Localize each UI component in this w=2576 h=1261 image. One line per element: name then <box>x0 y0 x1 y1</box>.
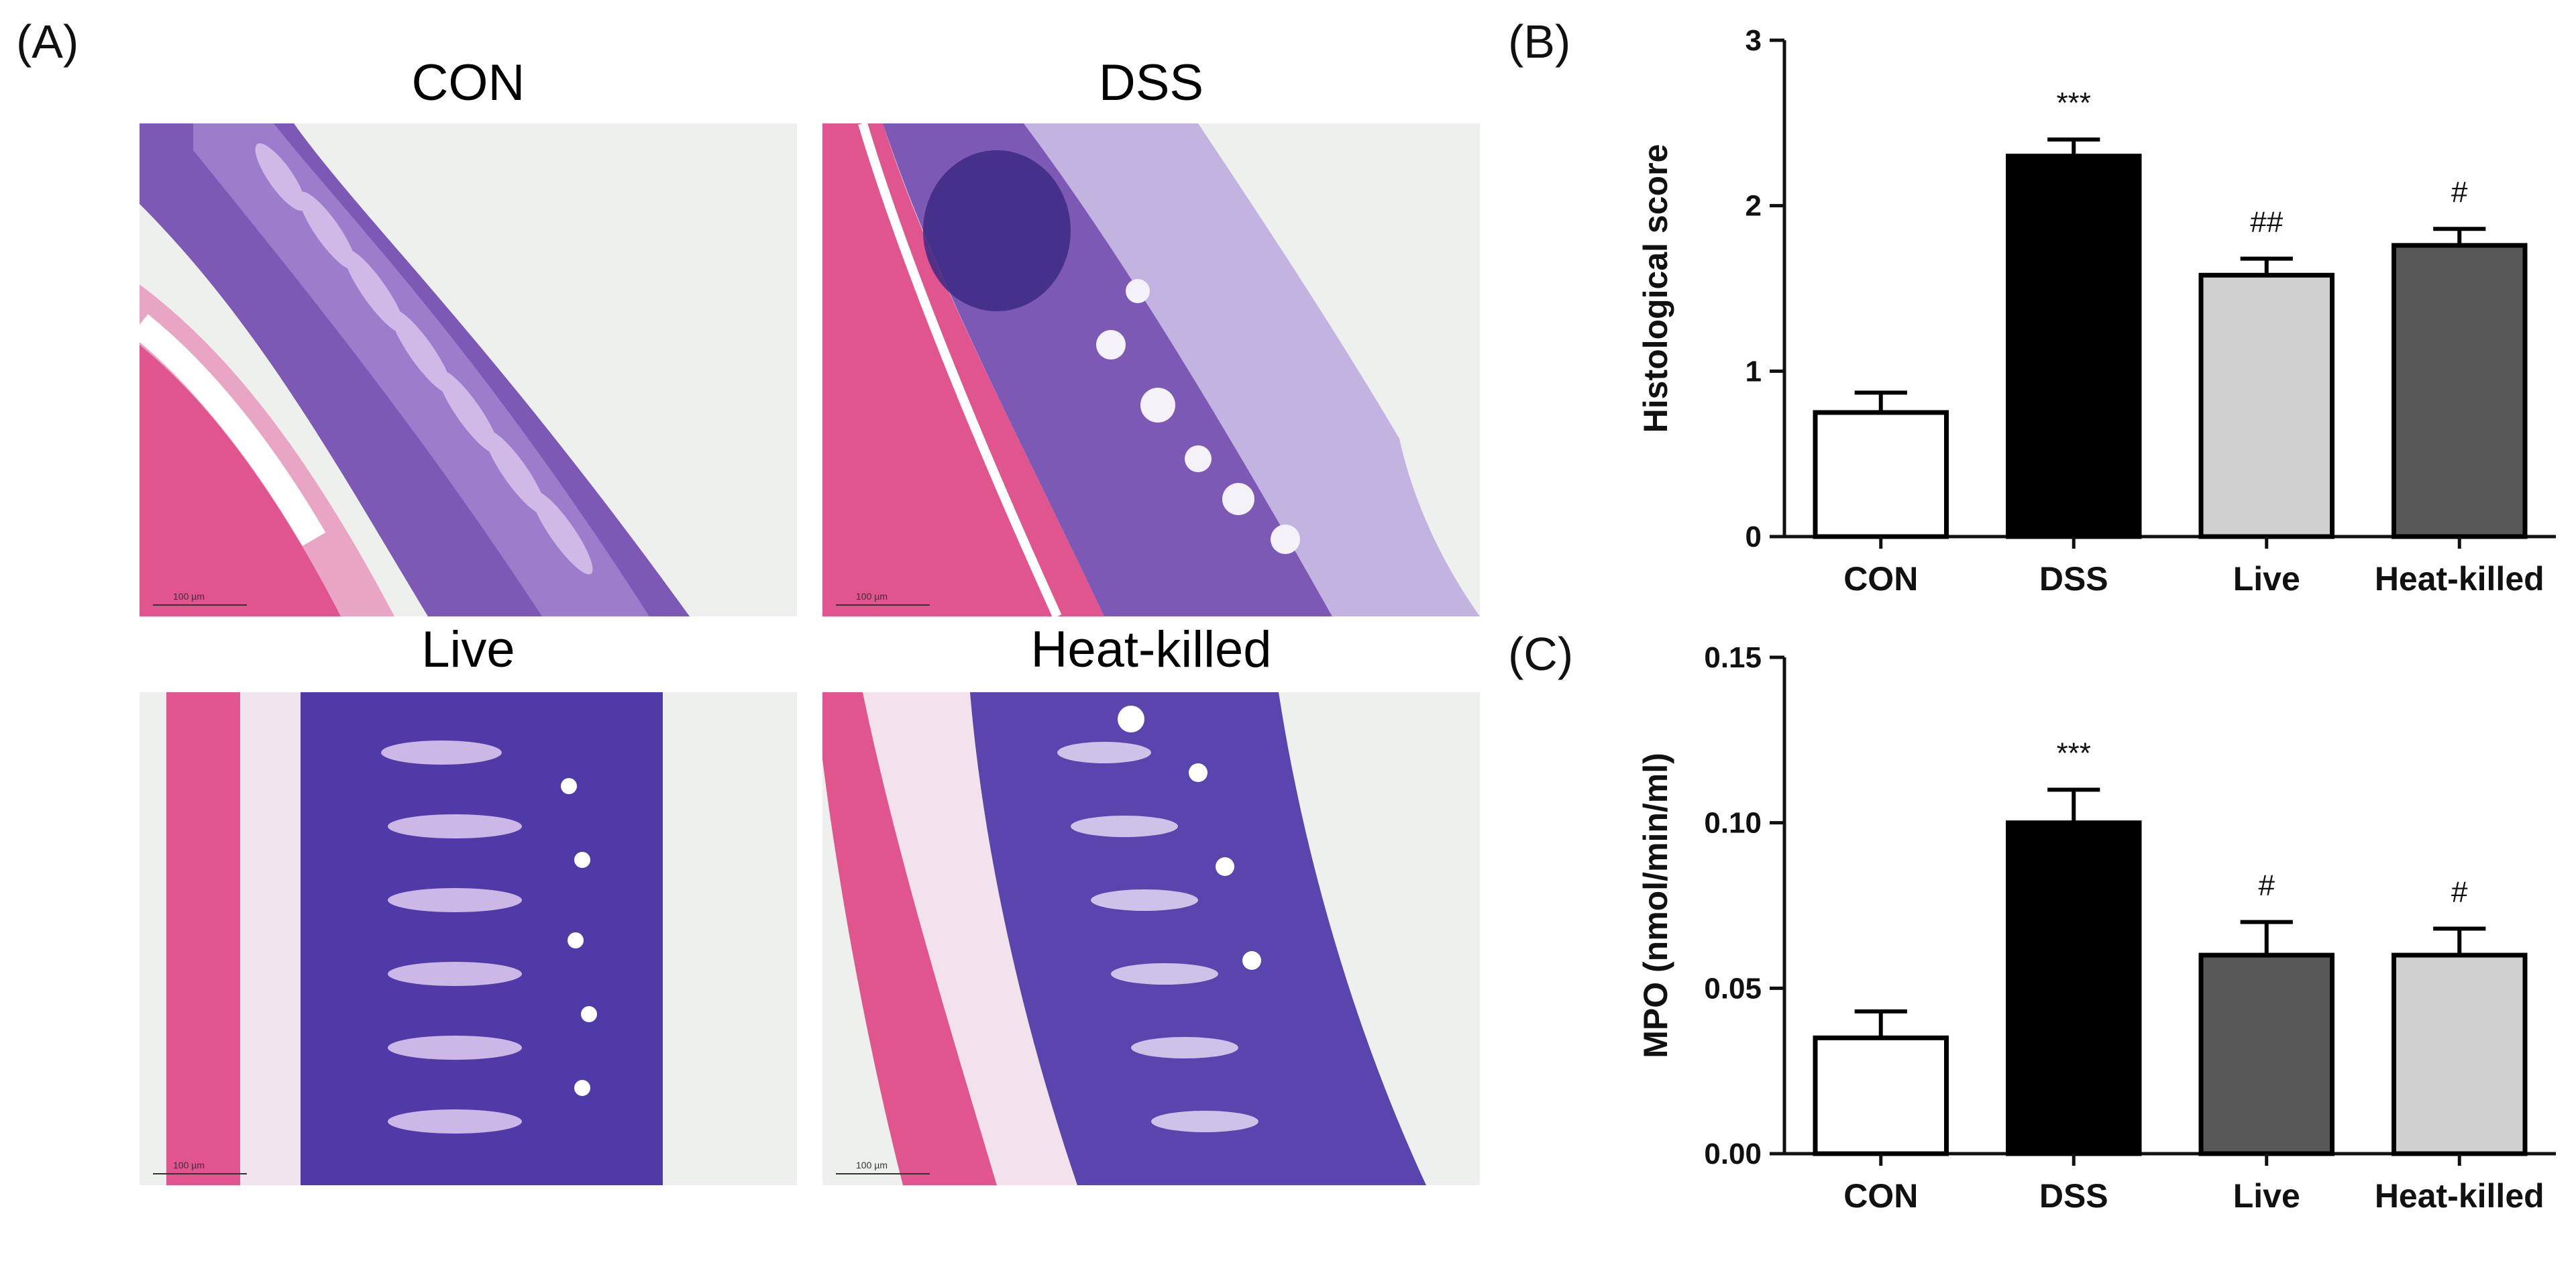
mpo-activity-chart: 0.00 0.05 0.10 0.15 MPO (nmol/min/ml) CON *** D… <box>1597 637 2563 1241</box>
panel-b-label: (B) <box>1508 15 1571 68</box>
mpo-category-label: DSS <box>2039 1177 2108 1215</box>
mpo-y-tick-label: 0.10 <box>1704 807 1762 840</box>
histological-score-y-tick-label: 0 <box>1746 520 1762 553</box>
image-title-live: Live <box>421 621 515 678</box>
scalebar-label: 100 µm <box>856 591 888 602</box>
mpo-activity-chart-svg: 0.00 0.05 0.10 0.15 MPO (nmol/min/ml) CON *** D… <box>1637 641 2556 1215</box>
histological-score-y-axis-title: Histological score <box>1637 144 1674 433</box>
scalebar-label: 100 µm <box>173 1160 205 1170</box>
mpo-y-axis-title: MPO (nmol/min/ml) <box>1637 753 1674 1058</box>
mpo-bar <box>2006 820 2142 1156</box>
histological-score-bar <box>2392 243 2528 539</box>
histology-image-heat-killed: 100 µm <box>822 692 1480 1185</box>
mpo-y-tick-label: 0.00 <box>1704 1138 1762 1170</box>
histological-score-y-tick-label: 1 <box>1746 355 1762 388</box>
image-title-con: CON <box>411 54 525 111</box>
histological-score-category-label: Live <box>2233 560 2300 598</box>
mpo-bar <box>1813 1035 1949 1156</box>
histological-score-significance-label: # <box>2451 176 2468 209</box>
histological-score-significance-label: *** <box>2057 87 2091 119</box>
histology-image-dss: 100 µm <box>822 123 1480 616</box>
panel-c-label: (C) <box>1508 628 1574 680</box>
scalebar-label: 100 µm <box>173 591 205 602</box>
mpo-y-tick-label: 0.15 <box>1704 641 1762 674</box>
image-title-dss: DSS <box>1098 54 1204 111</box>
histological-score-y-tick-label: 2 <box>1746 190 1762 223</box>
scalebar-label: 100 µm <box>856 1160 888 1170</box>
histology-image-con: 100 µm <box>140 123 797 616</box>
mpo-bar <box>2198 952 2334 1156</box>
histology-image-live: 100 µm <box>140 692 797 1185</box>
mpo-y-tick-label: 0.05 <box>1704 972 1762 1005</box>
histological-score-category-label: Heat-killed <box>2375 560 2544 598</box>
mpo-category-label: Heat-killed <box>2375 1177 2544 1215</box>
mpo-significance-label: # <box>2259 869 2275 902</box>
histological-score-category-label: CON <box>1843 560 1918 598</box>
mpo-bar <box>2392 952 2528 1156</box>
mpo-category-label: Live <box>2233 1177 2300 1215</box>
histological-score-category-label: DSS <box>2039 560 2108 598</box>
image-title-heat-killed: Heat-killed <box>1030 621 1272 678</box>
mpo-significance-label: *** <box>2057 736 2091 769</box>
histological-score-bar <box>1813 410 1949 539</box>
mpo-category-label: CON <box>1843 1177 1918 1215</box>
histological-score-chart: 0 1 2 3 Histological score CON *** DSS ## Live # He… <box>1597 20 2563 624</box>
histological-score-chart-svg: 0 1 2 3 Histological score CON *** DSS ## Live # He… <box>1637 24 2556 598</box>
histological-score-y-tick-label: 3 <box>1746 24 1762 57</box>
mpo-significance-label: # <box>2451 876 2468 909</box>
panel-a-label: (A) <box>16 15 79 68</box>
histological-score-bar <box>2198 272 2334 539</box>
histological-score-bar <box>2006 154 2142 539</box>
histological-score-significance-label: ## <box>2250 206 2283 239</box>
